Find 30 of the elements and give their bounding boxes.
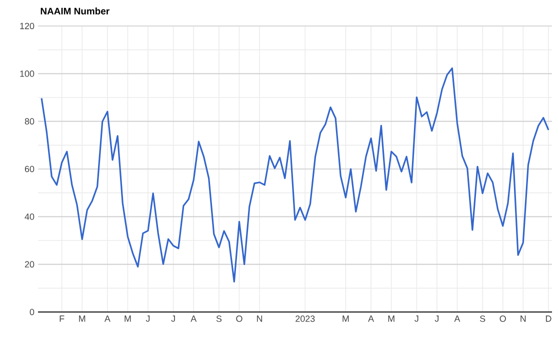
- x-tick-label: A: [104, 316, 110, 322]
- y-tick-label: 60: [24, 166, 34, 172]
- y-tick-label: 0: [30, 308, 34, 316]
- y-tick-label: 100: [20, 70, 34, 77]
- x-tick-label: N: [520, 316, 526, 322]
- x-tick-label: A: [190, 316, 197, 322]
- x-tick-label: M: [342, 316, 349, 322]
- x-tick-label: D: [546, 316, 552, 322]
- y-tick-label: 40: [24, 213, 34, 220]
- x-tick-label: J: [171, 316, 175, 322]
- line-series: [40, 67, 550, 283]
- x-tick-label: M: [388, 316, 394, 322]
- x-tick-label: J: [146, 316, 150, 322]
- y-tick-label: 120: [20, 22, 34, 30]
- x-tick-label: S: [216, 316, 222, 322]
- x-tick-label: O: [236, 316, 242, 322]
- x-tick-label: 2023: [296, 316, 315, 322]
- y-tick-label: 80: [24, 118, 34, 125]
- x-tick-label: J: [434, 316, 439, 322]
- x-tick-label: S: [480, 316, 486, 322]
- x-tick-label: A: [368, 316, 374, 322]
- x-tick-label: O: [500, 316, 506, 322]
- x-tick-label: M: [79, 316, 86, 322]
- x-tick-label: F: [60, 316, 64, 322]
- x-tick-label: N: [257, 316, 262, 322]
- x-tick-label: A: [454, 316, 460, 322]
- x-tick-label: M: [124, 316, 131, 322]
- y-tick-label: 20: [24, 261, 34, 268]
- chart-title: NAAIM Number: [40, 8, 110, 14]
- x-tick-label: J: [414, 316, 418, 322]
